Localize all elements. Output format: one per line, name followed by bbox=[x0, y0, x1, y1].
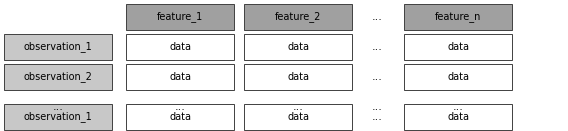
Bar bbox=[404, 34, 512, 60]
Bar bbox=[404, 4, 512, 30]
Bar bbox=[126, 64, 234, 90]
Text: ...: ... bbox=[174, 102, 185, 112]
Text: data: data bbox=[169, 112, 191, 122]
Text: data: data bbox=[447, 42, 469, 52]
Text: observation_1: observation_1 bbox=[24, 42, 93, 52]
Text: ...: ... bbox=[371, 42, 382, 52]
Text: ...: ... bbox=[371, 102, 382, 112]
Bar bbox=[4, 104, 112, 130]
Text: data: data bbox=[287, 72, 309, 82]
Text: data: data bbox=[287, 42, 309, 52]
Text: data: data bbox=[447, 112, 469, 122]
Text: ...: ... bbox=[453, 102, 463, 112]
Text: data: data bbox=[447, 72, 469, 82]
Text: feature_2: feature_2 bbox=[275, 12, 321, 22]
Bar bbox=[126, 34, 234, 60]
Text: ...: ... bbox=[371, 12, 382, 22]
Bar bbox=[404, 104, 512, 130]
Bar bbox=[126, 104, 234, 130]
Text: ...: ... bbox=[293, 102, 303, 112]
Bar bbox=[244, 64, 352, 90]
Text: data: data bbox=[287, 112, 309, 122]
Bar bbox=[4, 64, 112, 90]
Bar bbox=[126, 4, 234, 30]
Text: observation_1: observation_1 bbox=[24, 112, 93, 122]
Text: data: data bbox=[169, 72, 191, 82]
Text: ...: ... bbox=[53, 102, 64, 112]
Text: feature_1: feature_1 bbox=[157, 12, 203, 22]
Text: data: data bbox=[169, 42, 191, 52]
Bar bbox=[244, 104, 352, 130]
Bar bbox=[404, 64, 512, 90]
Bar bbox=[4, 34, 112, 60]
Text: ...: ... bbox=[371, 112, 382, 122]
Bar bbox=[244, 4, 352, 30]
Text: ...: ... bbox=[371, 72, 382, 82]
Bar bbox=[244, 34, 352, 60]
Text: feature_n: feature_n bbox=[435, 12, 481, 22]
Text: observation_2: observation_2 bbox=[23, 72, 93, 82]
